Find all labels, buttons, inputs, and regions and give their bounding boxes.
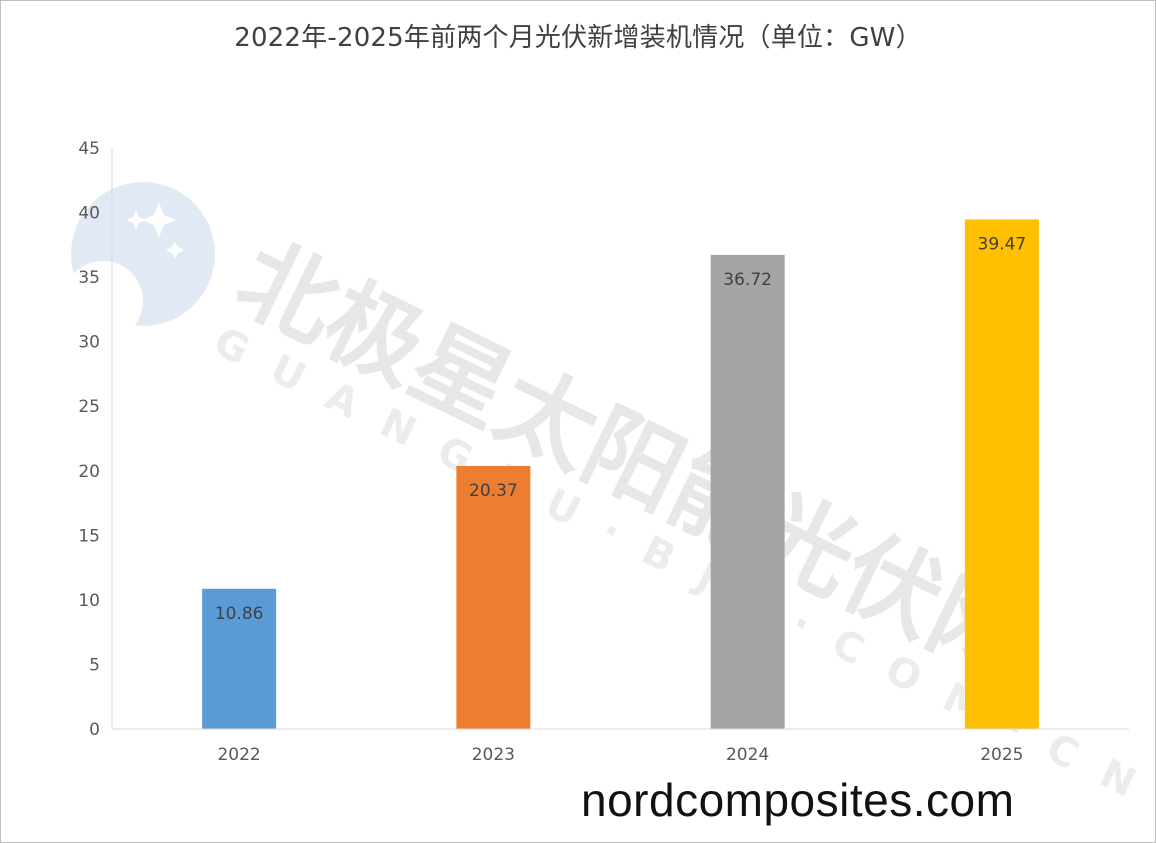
x-tick-label: 2025	[980, 745, 1023, 765]
data-label: 36.72	[723, 270, 772, 290]
y-tick-label: 30	[78, 333, 100, 353]
y-tick-label: 0	[89, 720, 100, 740]
y-tick-label: 40	[78, 204, 100, 224]
y-axis: 0 5 10 15 20 25 30 35 40 45	[78, 139, 113, 740]
data-label: 39.47	[978, 234, 1027, 254]
y-tick-label: 35	[78, 268, 100, 288]
y-tick-label: 15	[78, 526, 100, 546]
x-tick-label: 2022	[217, 745, 260, 765]
bars: 10.86 20.37 36.72 39.47	[202, 219, 1039, 730]
y-tick-label: 10	[78, 591, 100, 611]
bar	[456, 466, 531, 729]
y-tick-label: 25	[78, 397, 100, 417]
y-tick-label: 20	[78, 462, 100, 482]
chart-title: 2022年-2025年前两个月光伏新增装机情况（单位：GW）	[234, 23, 922, 53]
logo-icon	[63, 182, 215, 341]
x-axis: 2022 2023 2024 2025	[112, 728, 1129, 765]
bar	[964, 219, 1039, 729]
data-label: 20.37	[469, 481, 518, 501]
bar	[202, 588, 277, 729]
data-label: 10.86	[215, 604, 264, 624]
x-tick-label: 2024	[726, 745, 769, 765]
watermark-site: nordcomposites.com	[581, 774, 1015, 826]
bar	[710, 254, 785, 730]
y-tick-label: 5	[89, 655, 100, 675]
y-tick-label: 45	[78, 139, 100, 159]
x-tick-label: 2023	[472, 745, 515, 765]
watermark-brand-cn: 北极星太阳能光伏网	[221, 221, 1047, 700]
